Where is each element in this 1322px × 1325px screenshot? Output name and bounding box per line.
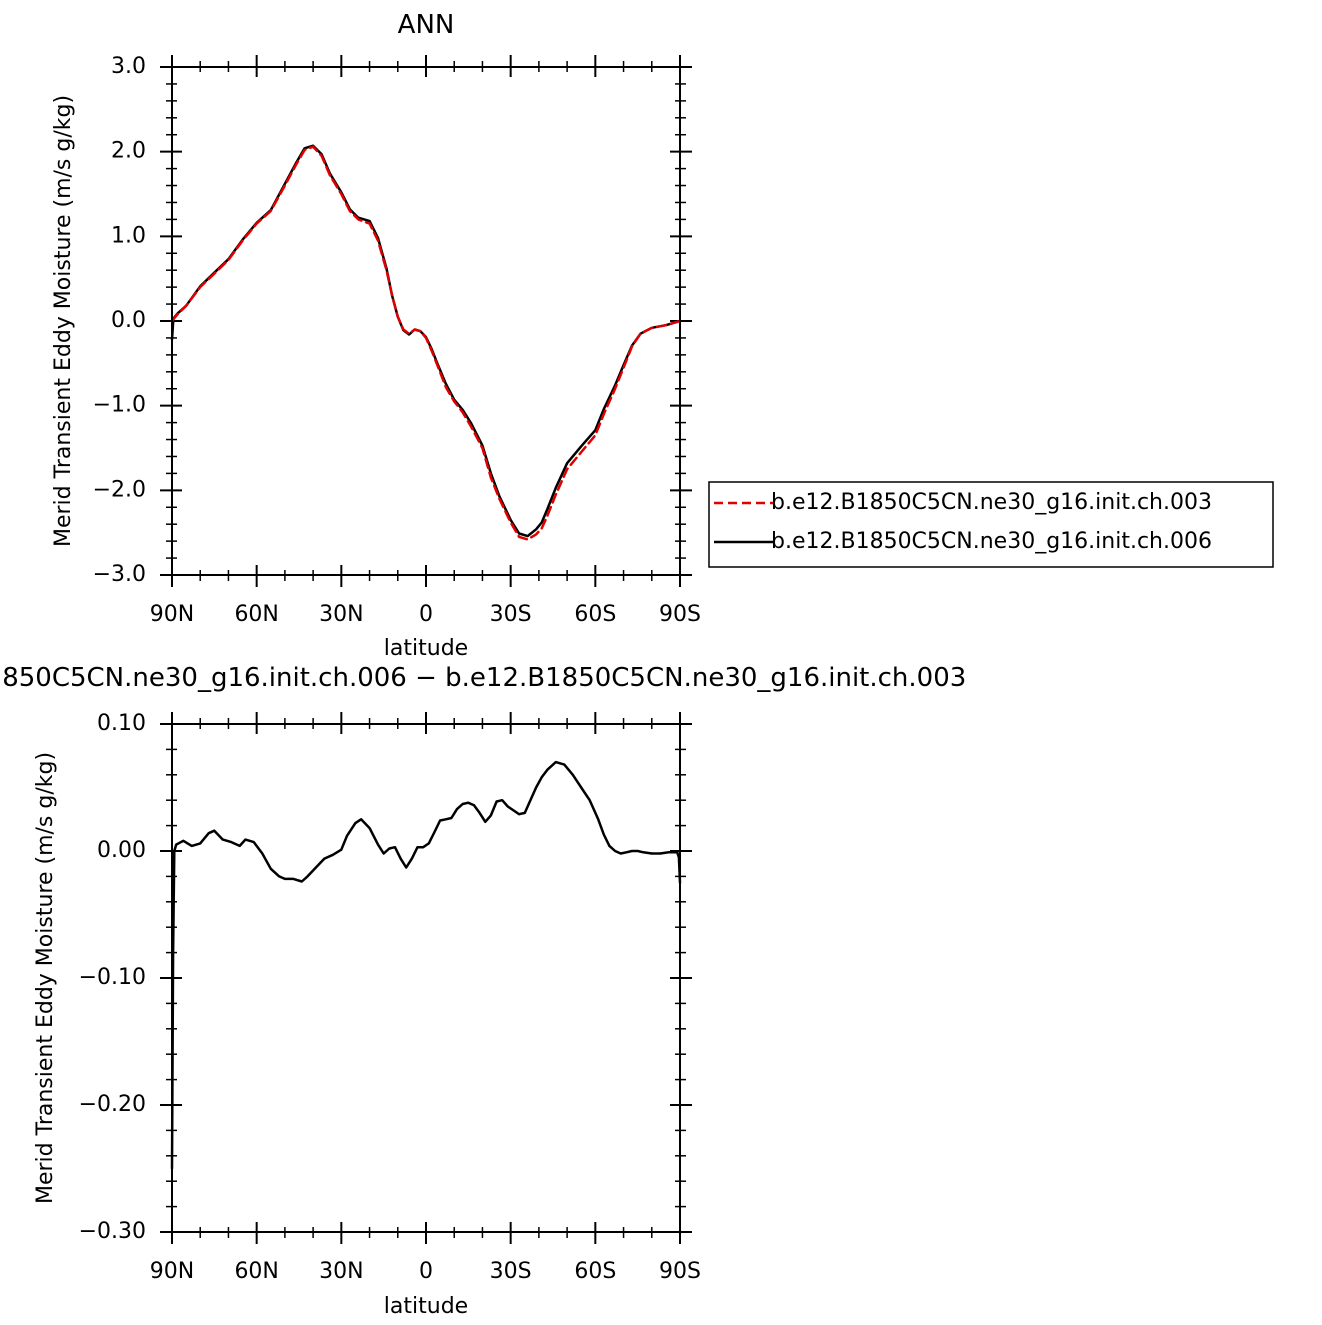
y-tick-label: 0.00 <box>97 838 146 863</box>
y-tick-label: −0.30 <box>79 1219 146 1244</box>
y-tick-label: −0.10 <box>79 965 146 990</box>
y-tick-label: −3.0 <box>93 562 146 587</box>
series-line-003 <box>170 145 682 541</box>
x-tick-label: 30N <box>319 1259 363 1284</box>
y-tick-label: 1.0 <box>111 223 146 248</box>
bottom-series <box>170 760 682 1170</box>
legend-box <box>708 481 1274 568</box>
x-tick-label: 90S <box>659 602 701 627</box>
top-y-axis-label: Merid Transient Eddy Moisture (m/s g/kg) <box>51 95 76 547</box>
y-tick-label: 0.0 <box>111 308 146 333</box>
x-tick-label: 60S <box>574 602 616 627</box>
x-tick-label: 60N <box>234 602 278 627</box>
bottom-tick-labels: 90N 60N 30N 0 30S 60S 90S 0.10 0.00 −0.10 −0.20 −0.… <box>79 711 701 1284</box>
bottom-y-axis-label: Merid Transient Eddy Moisture (m/s g/kg) <box>33 752 58 1204</box>
x-tick-label: 30S <box>490 602 532 627</box>
x-tick-label: 90N <box>150 602 194 627</box>
x-tick-label: 90S <box>659 1259 701 1284</box>
bottom-x-axis-label: latitude <box>384 1294 468 1319</box>
top-panel: ANN 90N 60N 30N 0 30S 60S 90S 3.0 2.0 1.0 0.0 −1.0 −… <box>51 10 701 661</box>
x-tick-label: 60S <box>574 1259 616 1284</box>
top-x-axis-label: latitude <box>384 636 468 661</box>
y-tick-label: −0.20 <box>79 1092 146 1117</box>
top-ticks <box>160 55 692 587</box>
y-tick-label: −2.0 <box>93 477 146 502</box>
y-tick-label: 3.0 <box>111 54 146 79</box>
top-plot-frame <box>171 66 681 576</box>
y-tick-label: 0.10 <box>97 711 146 736</box>
x-tick-label: 30S <box>490 1259 532 1284</box>
x-tick-label: 0 <box>419 602 433 627</box>
x-tick-label: 30N <box>319 602 363 627</box>
legend: b.e12.B1850C5CN.ne30_g16.init.ch.003 b.e… <box>708 481 1274 568</box>
x-tick-label: 90N <box>150 1259 194 1284</box>
bottom-ticks <box>160 712 692 1244</box>
top-title: ANN <box>398 10 455 40</box>
x-tick-label: 0 <box>419 1259 433 1284</box>
bottom-plot-frame <box>171 723 681 1233</box>
y-tick-label: 2.0 <box>111 139 146 164</box>
top-series <box>170 144 682 541</box>
x-tick-label: 60N <box>234 1259 278 1284</box>
series-line-difference <box>170 760 682 1170</box>
bottom-panel: b.e12.B1850C5CN.ne30_g16.init.ch.006 − b… <box>0 663 966 1319</box>
top-tick-labels: 90N 60N 30N 0 30S 60S 90S 3.0 2.0 1.0 0.0 −1.0 −2.0 −… <box>93 54 701 627</box>
legend-label-003: b.e12.B1850C5CN.ne30_g16.init.ch.003 <box>771 490 1212 515</box>
y-tick-label: −1.0 <box>93 393 146 418</box>
legend-label-006: b.e12.B1850C5CN.ne30_g16.init.ch.006 <box>771 529 1212 554</box>
bottom-title: b.e12.B1850C5CN.ne30_g16.init.ch.006 − b… <box>0 663 966 693</box>
